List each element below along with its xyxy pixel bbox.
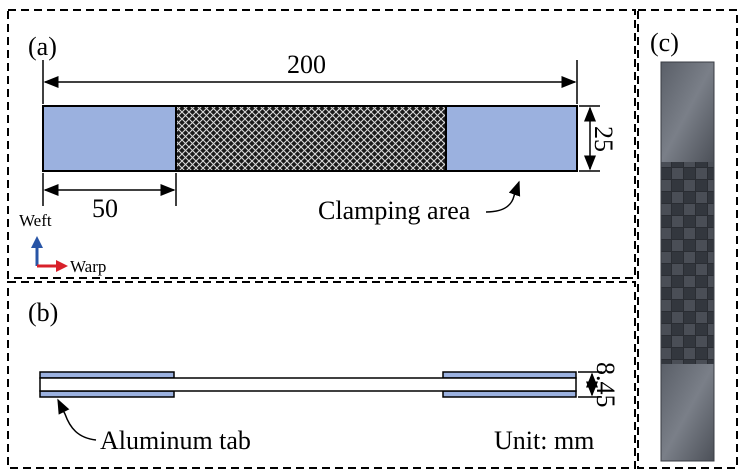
width-value: 25 <box>589 126 618 152</box>
tab-length-value: 50 <box>92 194 118 223</box>
panel-borders <box>7 9 738 469</box>
dimension-total-length <box>42 60 578 104</box>
left-tab-area <box>43 106 176 171</box>
panel-c-label: (c) <box>650 28 679 57</box>
right-tab-area <box>446 106 577 171</box>
clamping-area-label: Clamping area <box>318 196 471 225</box>
lower-right-aluminum-tab <box>442 390 577 398</box>
aluminum-tab-leader <box>57 398 97 441</box>
photo-woven-section <box>661 162 714 364</box>
unit-label: Unit: mm <box>494 426 595 455</box>
woven-gauge-section <box>176 106 446 171</box>
lower-left-aluminum-tab <box>39 390 175 398</box>
warp-label: Warp <box>70 257 107 276</box>
specimen-top-view <box>42 105 578 172</box>
weave-direction-axes <box>31 236 68 272</box>
specimen-side-view <box>39 371 577 398</box>
dimension-tab-length <box>42 173 177 206</box>
panel-a-label: (a) <box>28 32 57 61</box>
laminate-strip <box>39 377 577 392</box>
photo-bottom-tab <box>661 364 714 461</box>
aluminum-tab-label: Aluminum tab <box>100 426 251 455</box>
total-length-value: 200 <box>287 50 326 79</box>
specimen-photo <box>660 61 715 462</box>
upper-left-aluminum-tab <box>39 371 175 379</box>
upper-right-aluminum-tab <box>442 371 577 379</box>
dimension-thickness <box>578 371 602 398</box>
dimension-width <box>579 105 600 172</box>
clamping-area-leader <box>485 180 521 213</box>
thickness-value: 8.45 <box>591 362 620 408</box>
panel-b-label: (b) <box>28 298 59 327</box>
photo-top-tab <box>661 62 714 162</box>
weft-label: Weft <box>19 211 52 230</box>
